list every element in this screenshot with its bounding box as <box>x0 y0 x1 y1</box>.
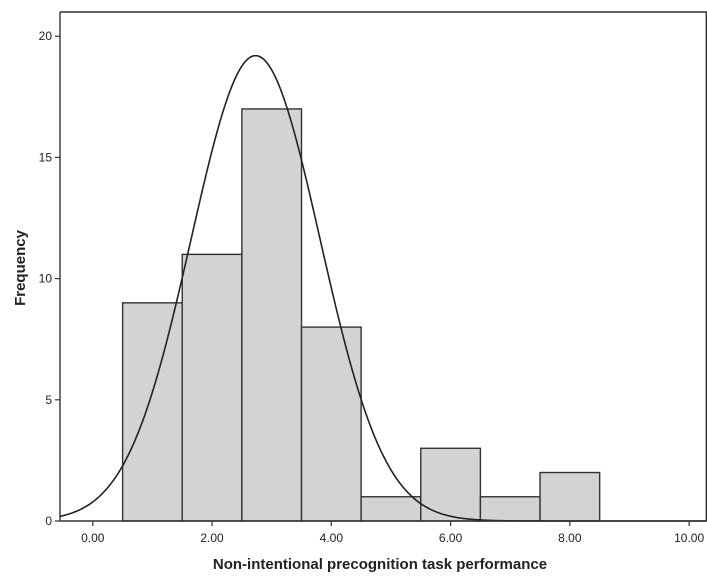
x-axis-label: Non-intentional precognition task perfor… <box>213 556 547 573</box>
labels-layer: Non-intentional precognition task perfor… <box>12 229 547 573</box>
x-tick-label: 2.00 <box>200 531 224 545</box>
histogram-bar-3 <box>241 108 303 522</box>
histogram-bar-7 <box>479 496 541 522</box>
x-tick-label: 4.00 <box>320 531 344 545</box>
y-tick-label: 10 <box>39 272 53 286</box>
bars-layer <box>121 108 601 522</box>
x-tick-label: 8.00 <box>558 531 582 545</box>
y-tick-label: 5 <box>45 393 52 407</box>
histogram-bar-5 <box>360 496 422 522</box>
histogram-bar-8 <box>539 471 601 522</box>
y-tick-label: 15 <box>39 150 53 164</box>
histogram-bar-2 <box>181 253 243 522</box>
y-axis-label: Frequency <box>12 229 29 306</box>
x-tick-label: 6.00 <box>439 531 463 545</box>
histogram-bar-1 <box>121 302 183 522</box>
y-tick-label: 0 <box>45 514 52 528</box>
y-tick-label: 20 <box>39 29 53 43</box>
histogram-bar-4 <box>300 326 362 522</box>
histogram-bar-6 <box>420 447 482 522</box>
x-tick-label: 0.00 <box>81 531 105 545</box>
x-tick-label: 10.00 <box>674 531 704 545</box>
axes-layer: 0 5 10 15 20 0.00 2.00 4.00 6.00 8.00 10.00 <box>39 11 707 545</box>
